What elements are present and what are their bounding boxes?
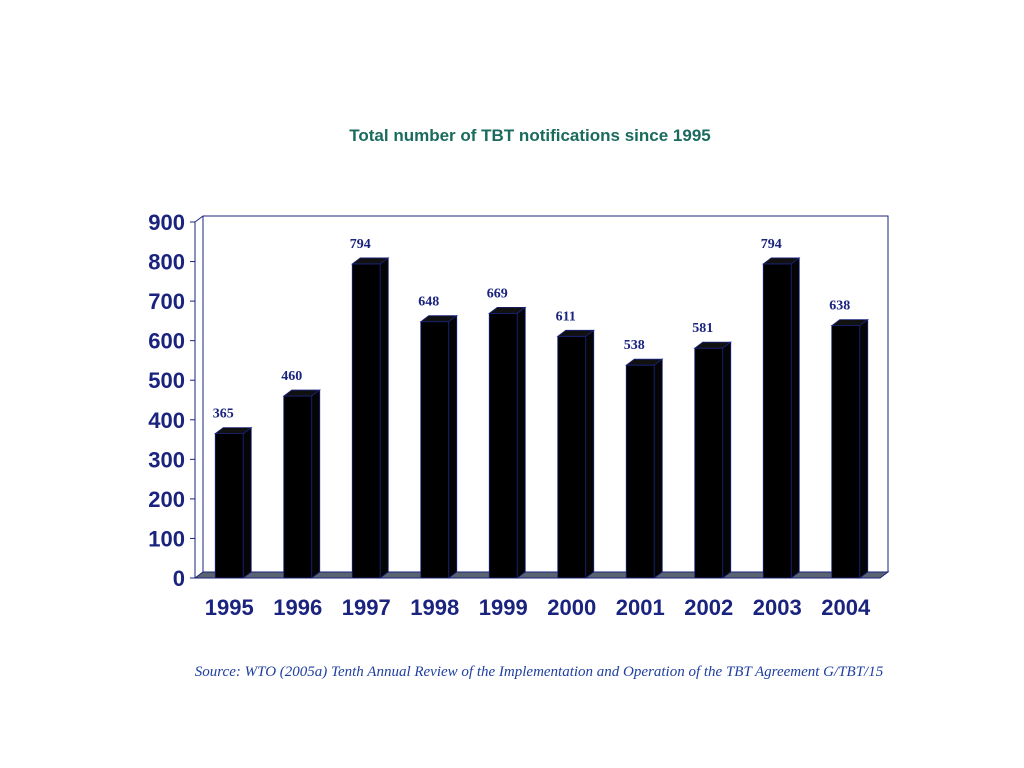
x-tick-label: 2003 — [753, 595, 802, 620]
data-label: 794 — [350, 237, 371, 252]
x-tick-label: 1995 — [205, 595, 254, 620]
bar-side — [311, 389, 321, 579]
x-tick-label: 2000 — [547, 595, 596, 620]
bar-side — [653, 358, 663, 579]
bar-side — [859, 318, 869, 579]
x-tick-label: 1996 — [273, 595, 322, 620]
data-label: 460 — [281, 369, 302, 384]
data-label: 365 — [213, 407, 234, 422]
bar-side — [722, 341, 732, 579]
chart-title: Total number of TBT notifications since … — [349, 126, 711, 145]
bar — [214, 433, 244, 579]
data-label: 538 — [624, 338, 645, 353]
y-tick-label: 400 — [148, 408, 185, 433]
data-label: 638 — [829, 299, 850, 314]
x-tick-label: 2004 — [821, 595, 871, 620]
data-label: 581 — [692, 321, 713, 336]
bar — [694, 347, 724, 579]
x-tick-label: 2002 — [684, 595, 733, 620]
y-tick-label: 800 — [148, 250, 185, 275]
y-tick-label: 500 — [148, 368, 185, 393]
bar — [488, 312, 518, 579]
bar-side — [379, 257, 389, 579]
bar-side — [516, 306, 526, 579]
bar-side — [790, 257, 800, 579]
x-tick-label: 1997 — [342, 595, 391, 620]
bar-side — [585, 329, 595, 579]
plot-frame — [194, 215, 889, 572]
y-tick-label: 700 — [148, 289, 185, 314]
bar-side — [448, 314, 458, 579]
y-tick-label: 0 — [173, 566, 185, 591]
bar — [557, 335, 587, 579]
y-tick-label: 200 — [148, 487, 185, 512]
data-label: 648 — [418, 295, 439, 310]
data-label: 669 — [487, 286, 508, 301]
bar — [351, 263, 381, 579]
y-tick-label: 600 — [148, 329, 185, 354]
y-tick-label: 900 — [148, 210, 185, 235]
x-tick-label: 1998 — [410, 595, 459, 620]
x-tick-label: 2001 — [616, 595, 665, 620]
bar — [762, 263, 792, 579]
y-tick-label: 100 — [148, 526, 185, 551]
bar — [420, 321, 450, 579]
bar — [831, 325, 861, 579]
data-label: 611 — [556, 309, 576, 324]
x-tick-label: 1999 — [479, 595, 528, 620]
bar — [625, 364, 655, 579]
source-note: Source: WTO (2005a) Tenth Annual Review … — [194, 664, 884, 680]
bar — [283, 395, 313, 579]
data-label: 794 — [761, 237, 782, 252]
bar-side — [242, 426, 252, 579]
y-tick-label: 300 — [148, 447, 185, 472]
